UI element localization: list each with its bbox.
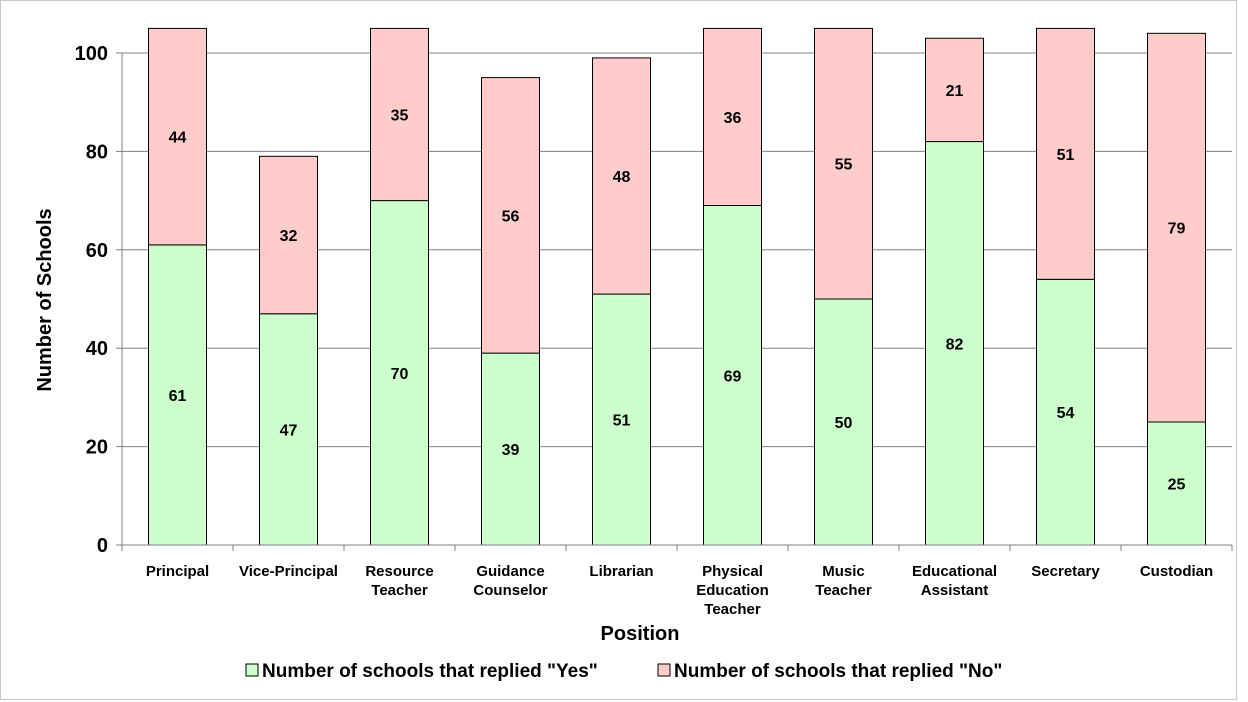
x-category-label: Physical Education Teacher <box>696 563 769 618</box>
x-category-label: Resource Teacher <box>365 563 433 599</box>
data-label-yes: 51 <box>613 413 631 430</box>
legend: Number of schools that replied "Yes" Num… <box>245 661 1002 682</box>
data-label-yes: 39 <box>502 442 520 459</box>
bar-yes <box>1036 278 1095 546</box>
bar-yes <box>703 205 762 546</box>
data-label-no: 35 <box>391 108 409 125</box>
x-axis-title: Position <box>601 623 680 645</box>
y-tick-label: 60 <box>86 240 108 262</box>
data-label-yes: 47 <box>280 422 298 439</box>
bar-yes <box>592 293 651 546</box>
data-label-no: 21 <box>946 83 964 100</box>
data-label-no: 44 <box>169 130 187 147</box>
x-category-label: Librarian <box>589 563 653 580</box>
y-tick-label: 80 <box>86 141 108 163</box>
bar-no <box>925 37 984 143</box>
data-label-yes: 69 <box>724 368 742 385</box>
bar-no <box>1036 27 1095 280</box>
bar-yes <box>925 141 984 546</box>
bar-no <box>148 27 207 246</box>
legend-label-no: Number of schools that replied "No" <box>674 661 1002 682</box>
bar-yes <box>259 313 318 546</box>
x-category-label: Custodian <box>1140 563 1213 580</box>
data-label-no: 48 <box>613 169 631 186</box>
data-label-yes: 54 <box>1057 405 1075 422</box>
data-label-no: 51 <box>1057 147 1075 164</box>
data-label-no: 79 <box>1168 221 1186 238</box>
data-label-no: 36 <box>724 110 742 127</box>
x-category-label: Vice-Principal <box>239 563 338 580</box>
y-tick-label: 20 <box>86 437 108 459</box>
legend-label-yes: Number of schools that replied "Yes" <box>262 661 598 682</box>
bar-yes <box>481 352 540 546</box>
y-axis-title: Number of Schools <box>34 208 56 391</box>
data-label-no: 55 <box>835 157 853 174</box>
y-tick-label: 40 <box>86 338 108 360</box>
bar-no <box>592 57 651 295</box>
x-category-label: Secretary <box>1031 563 1100 580</box>
x-category-label: Educational Assistant <box>912 563 997 599</box>
bar-no <box>259 155 318 315</box>
data-label-yes: 82 <box>946 336 964 353</box>
y-tick-label: 0 <box>97 535 108 557</box>
data-label-yes: 25 <box>1168 477 1186 494</box>
legend-swatch-no <box>657 663 671 677</box>
x-category-label: Music Teacher <box>815 563 872 599</box>
bar-no <box>481 77 540 354</box>
data-label-no: 32 <box>280 228 298 245</box>
data-label-yes: 70 <box>391 366 409 383</box>
data-label-yes: 50 <box>835 415 853 432</box>
bar-no <box>814 27 873 300</box>
data-label-no: 56 <box>502 208 520 225</box>
bars: 61 44 47 32 70 35 39 56 51 48 69 36 50 55 82 21 54 51 25 79 <box>148 27 1206 546</box>
data-label-yes: 61 <box>169 388 187 405</box>
y-tick-label: 100 <box>75 43 108 65</box>
legend-swatch-yes <box>245 663 259 677</box>
bar-no <box>370 27 429 202</box>
x-category-label: Guidance Counselor <box>473 563 547 599</box>
bar-yes <box>1147 421 1206 546</box>
bar-yes <box>148 244 207 546</box>
y-axis-ticks: 0 20 40 60 80 100 <box>75 43 122 557</box>
x-category-label: Principal <box>146 563 209 580</box>
bar-no <box>1147 32 1206 423</box>
x-axis-categories: Principal Vice-Principal Resource Teacher Gu… <box>121 545 1233 618</box>
bar-no <box>703 27 762 207</box>
